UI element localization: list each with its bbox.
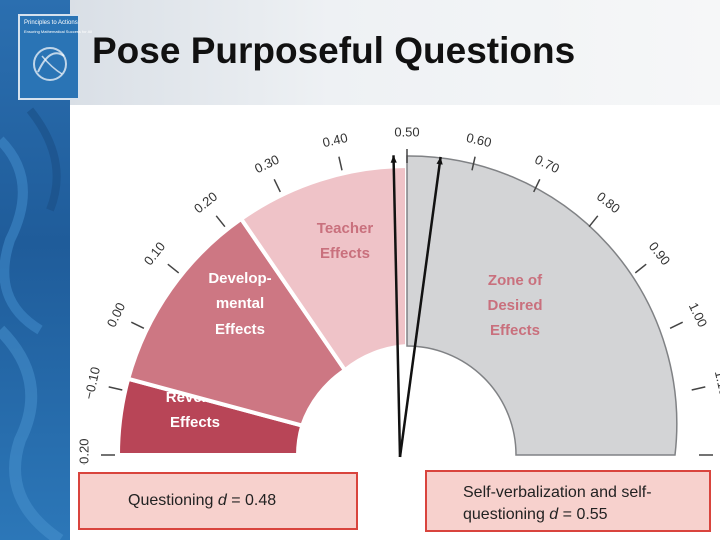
needles <box>390 155 443 458</box>
tick-label: 1.00 <box>686 300 710 329</box>
zone-developmental-line-1: Develop- <box>208 270 271 287</box>
tick-label: 0.60 <box>465 130 493 150</box>
tick-mark <box>669 321 684 329</box>
zone-teacher-line-1: Teacher <box>317 220 374 237</box>
effect-size-barometer: Reverse Effects Develop- mental Effects … <box>76 124 720 465</box>
zone-developmental-line-2: mental <box>216 295 264 312</box>
tick-mark <box>471 156 476 171</box>
zone-desired-line-1: Zone of <box>488 272 543 289</box>
tick-label: −0.10 <box>81 365 103 400</box>
callout-self-verbalization-line-2: questioning d = 0.55 <box>463 504 652 526</box>
tick-label: 0.80 <box>594 189 623 217</box>
tick-mark <box>588 215 599 228</box>
tick-label: −0.20 <box>76 439 91 465</box>
tick-mark <box>273 178 281 193</box>
callout-self-verbalization-label: questioning <box>463 506 550 523</box>
zone-developmental-line-3: Effects <box>215 321 265 338</box>
zone-teacher-line-2: Effects <box>320 245 370 262</box>
callout-questioning-value: = 0.48 <box>226 492 277 509</box>
tick-mark <box>634 263 647 274</box>
tick-label: 0.40 <box>321 130 349 150</box>
tick-mark <box>167 263 180 274</box>
tick-mark <box>338 156 343 171</box>
tick-mark <box>533 178 541 193</box>
needle-line <box>398 156 442 458</box>
zone-developmental-effects: Develop- mental Effects <box>126 216 347 428</box>
callout-self-verbalization-var: d <box>549 506 559 523</box>
tick-label: 0.00 <box>104 300 128 329</box>
zone-reverse-line-2: Effects <box>170 414 220 431</box>
tick-mark <box>130 321 145 329</box>
logo-text-line-2: Ensuring Mathematical Success for All <box>24 29 93 34</box>
zone-desired-line-2: Desired <box>487 297 542 314</box>
tick-label: 0.30 <box>252 152 281 176</box>
tick-mark <box>108 386 123 391</box>
needle-arrowhead-icon <box>390 155 397 163</box>
title-bar <box>70 0 720 105</box>
tick-label: 0.90 <box>646 239 674 268</box>
zone-teacher-effects: Teacher Effects <box>239 164 409 373</box>
callout-questioning-var: d <box>217 492 227 509</box>
tick-label: 1.10 <box>712 369 720 397</box>
leaf-emblem-icon <box>33 47 67 81</box>
tick-mark <box>691 386 706 391</box>
callout-self-verbalization-value: = 0.55 <box>558 506 608 523</box>
book-logo: Principles to Actions Ensuring Mathemati… <box>18 14 92 100</box>
swirl-pattern <box>0 107 64 540</box>
needle-line <box>392 155 402 458</box>
zone-desired-effects: Zone of Desired Effects <box>406 155 678 456</box>
callout-self-verbalization-text: Self-verbalization and self- questioning… <box>463 482 652 526</box>
needle-arrowhead-icon <box>436 156 443 165</box>
tick-mark <box>215 215 226 228</box>
tick-label: 0.20 <box>191 189 220 217</box>
logo-text-line-1: Principles to Actions <box>24 20 78 26</box>
callout-self-verbalization-line-1: Self-verbalization and self- <box>463 484 652 501</box>
callout-questioning-text: Questioning d = 0.48 <box>128 492 276 510</box>
tick-label: 0.50 <box>394 124 419 139</box>
callout-questioning-label: Questioning <box>128 492 218 509</box>
callout-self-verbalization: Self-verbalization and self- questioning… <box>425 470 711 532</box>
zone-desired-line-3: Effects <box>490 322 540 339</box>
tick-label: 0.70 <box>533 152 562 176</box>
page-title: Pose Purposeful Questions <box>92 30 576 71</box>
callout-questioning: Questioning d = 0.48 <box>78 472 358 530</box>
tick-label: 0.10 <box>141 239 169 268</box>
